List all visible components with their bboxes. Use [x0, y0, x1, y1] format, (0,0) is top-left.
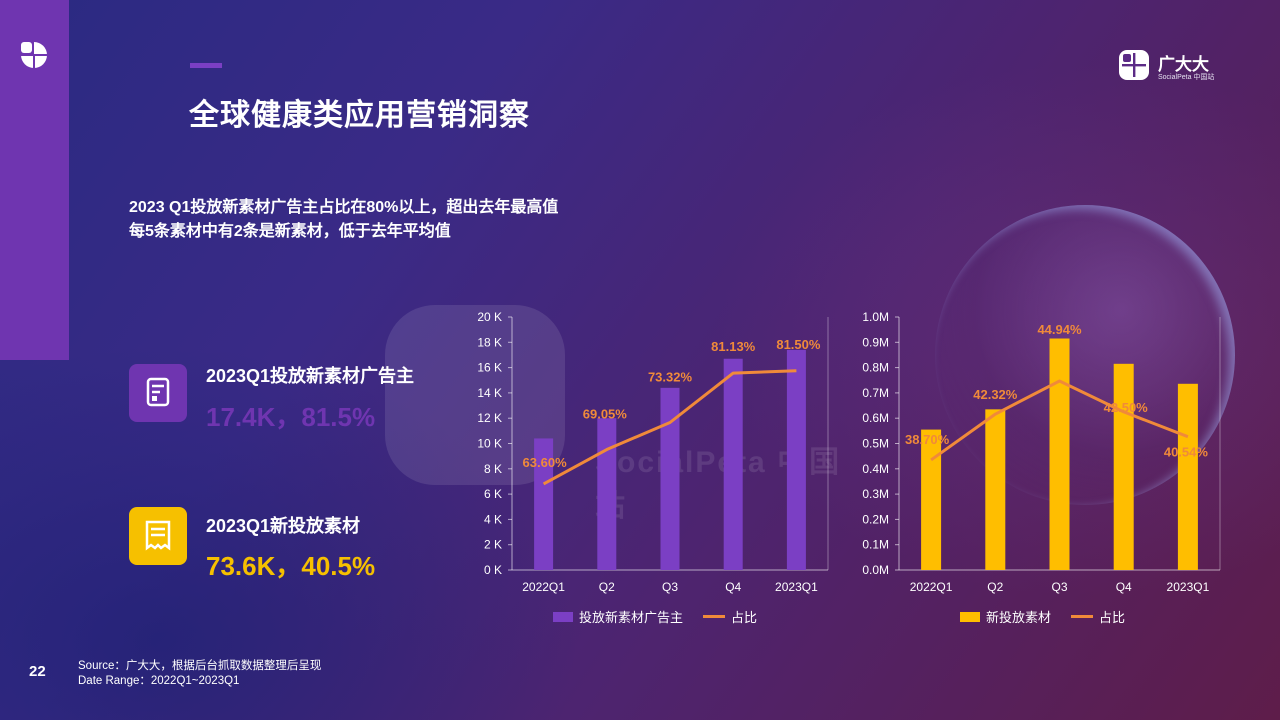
kpi-creatives-label: 2023Q1新投放素材	[206, 516, 361, 536]
legend-bar-swatch	[553, 611, 573, 622]
advertisers-chart-svg: 0 K 2 K 4 K 6 K 8 K 10 K 12 K 14 K 16 K 18 K 20 K 2…	[477, 310, 829, 594]
title-accent-dash	[190, 63, 222, 68]
advertisers-y-tick-label: 14 K	[477, 386, 502, 400]
page-title: 全球健康类应用营销洞察	[189, 99, 530, 132]
creatives-y-tick-label: 0.8M	[862, 361, 889, 375]
subtitle-line-2: 每5条素材中有2条是新素材，低于去年平均值	[129, 223, 451, 240]
creatives-share-label: 38.70%	[905, 432, 950, 447]
advertisers-y-tick-label: 2 K	[484, 538, 502, 552]
advertisers-share-label: 69.05%	[583, 407, 628, 422]
creatives-x-tick-label: 2022Q1	[910, 580, 953, 594]
creatives-x-tick-label: Q4	[1116, 580, 1132, 594]
advertisers-bar	[786, 349, 806, 570]
creatives-bar	[921, 429, 942, 570]
creatives-share-label: 44.94%	[1037, 322, 1082, 337]
legend-bar-label: 新投放素材	[986, 610, 1052, 625]
creatives-share-label: 40.54%	[1164, 445, 1209, 460]
advertisers-y-tick-label: 18 K	[477, 335, 502, 349]
document-icon	[146, 377, 170, 407]
advertisers-share-label: 81.50%	[776, 337, 821, 352]
creatives-share-line	[930, 379, 1189, 462]
creatives-y-tick-label: 0.5M	[862, 437, 889, 451]
subtitle: 2023 Q1投放新素材广告主占比在80%以上，超出去年最高值 每5条素材中有2…	[129, 196, 558, 244]
advertisers-x-tick-label: Q3	[662, 580, 678, 594]
advertisers-y-tick-label: 0 K	[484, 563, 502, 577]
advertisers-x-tick-label: 2023Q1	[775, 580, 818, 594]
creatives-y-tick-label: 0.4M	[862, 462, 889, 476]
kpi-creatives-icon-box	[129, 507, 187, 565]
advertisers-y-tick-label: 6 K	[484, 487, 502, 501]
subtitle-line-1: 2023 Q1投放新素材广告主占比在80%以上，超出去年最高值	[129, 199, 559, 216]
advertisers-y-tick-label: 20 K	[477, 310, 502, 324]
kpi-advertisers-value: 17.4K，81.5%	[206, 402, 376, 432]
advertisers-bar	[723, 358, 743, 570]
creatives-chart: 0.0M 0.1M 0.2M 0.3M 0.4M 0.5M 0.6M 0.7M 0.8M 0.9M…	[845, 300, 1245, 640]
advertisers-y-tick-label: 12 K	[477, 411, 502, 425]
source-note: Source：广大大，根据后台抓取数据整理后呈现 Date Range：2022…	[78, 659, 321, 689]
advertisers-bar	[597, 418, 617, 570]
creatives-x-tick-label: 2023Q1	[1167, 580, 1210, 594]
watermark-logo-icon	[385, 305, 565, 485]
legend-line-label: 占比	[731, 610, 758, 625]
legend-bar-swatch	[960, 611, 980, 622]
advertisers-share-label: 63.60%	[523, 455, 568, 470]
advertisers-x-tick-label: 2022Q1	[522, 580, 565, 594]
creatives-y-tick-label: 0.1M	[862, 538, 889, 552]
kpi-advertisers-label: 2023Q1投放新素材广告主	[206, 366, 415, 386]
creatives-x-tick-label: Q3	[1051, 580, 1067, 594]
kpi-creatives-value: 73.6K，40.5%	[206, 551, 376, 581]
advertisers-y-tick-label: 4 K	[484, 512, 502, 526]
brand-logo: 广大大 SocialPeta 中国站	[1118, 48, 1228, 84]
advertisers-y-tick-label: 10 K	[477, 437, 502, 451]
advertisers-x-tick-label: Q4	[725, 580, 741, 594]
kpi-advertisers-icon-box	[129, 364, 187, 422]
creatives-y-tick-label: 0.3M	[862, 487, 889, 501]
advertisers-y-tick-label: 16 K	[477, 361, 502, 375]
creatives-y-tick-label: 0.9M	[862, 335, 889, 349]
creatives-bar	[1049, 338, 1070, 570]
creatives-y-tick-label: 0.0M	[862, 563, 889, 577]
advertisers-bar	[660, 387, 680, 570]
legend-line-swatch	[1071, 615, 1094, 618]
advertisers-x-tick-label: Q2	[599, 580, 615, 594]
creatives-bar	[1113, 363, 1134, 570]
advertisers-y-tick-label: 8 K	[484, 462, 502, 476]
creatives-chart-legend: 新投放素材 占比	[960, 607, 1125, 626]
date-range-line: Date Range：2022Q1~2023Q1	[78, 675, 240, 687]
creatives-x-tick-label: Q2	[987, 580, 1003, 594]
source-line: Source：广大大，根据后台抓取数据整理后呈现	[78, 660, 322, 672]
advertisers-bar	[534, 438, 554, 570]
creatives-y-tick-label: 1.0M	[862, 310, 889, 324]
page-number: 22	[29, 663, 46, 680]
brand-mark-icon	[1119, 50, 1149, 80]
brand-subtitle: SocialPeta 中国站	[1158, 74, 1215, 81]
creatives-share-label: 42.32%	[973, 387, 1018, 402]
creatives-y-tick-label: 0.2M	[862, 512, 889, 526]
advertisers-chart: 0 K 2 K 4 K 6 K 8 K 10 K 12 K 14 K 16 K 18 K 20 K 2…	[455, 300, 850, 640]
advertisers-chart-legend: 投放新素材广告主 占比	[553, 607, 757, 626]
advertisers-share-label: 73.32%	[648, 370, 693, 385]
receipt-icon	[145, 520, 171, 551]
creatives-y-tick-label: 0.6M	[862, 411, 889, 425]
advertisers-share-line	[542, 369, 797, 486]
logo-icon	[21, 42, 47, 68]
creatives-y-tick-label: 0.7M	[862, 386, 889, 400]
creatives-share-label: 42.50%	[1104, 400, 1149, 415]
creatives-bar	[1177, 383, 1198, 570]
brand-name: 广大大	[1158, 55, 1209, 74]
legend-line-label: 占比	[1099, 610, 1126, 625]
legend-bar-label: 投放新素材广告主	[579, 610, 684, 625]
legend-line-swatch	[703, 615, 726, 618]
advertisers-share-label: 81.13%	[711, 339, 756, 354]
creatives-chart-svg: 0.0M 0.1M 0.2M 0.3M 0.4M 0.5M 0.6M 0.7M 0.8M 0.9M…	[862, 310, 1221, 594]
creatives-bar	[985, 409, 1006, 570]
